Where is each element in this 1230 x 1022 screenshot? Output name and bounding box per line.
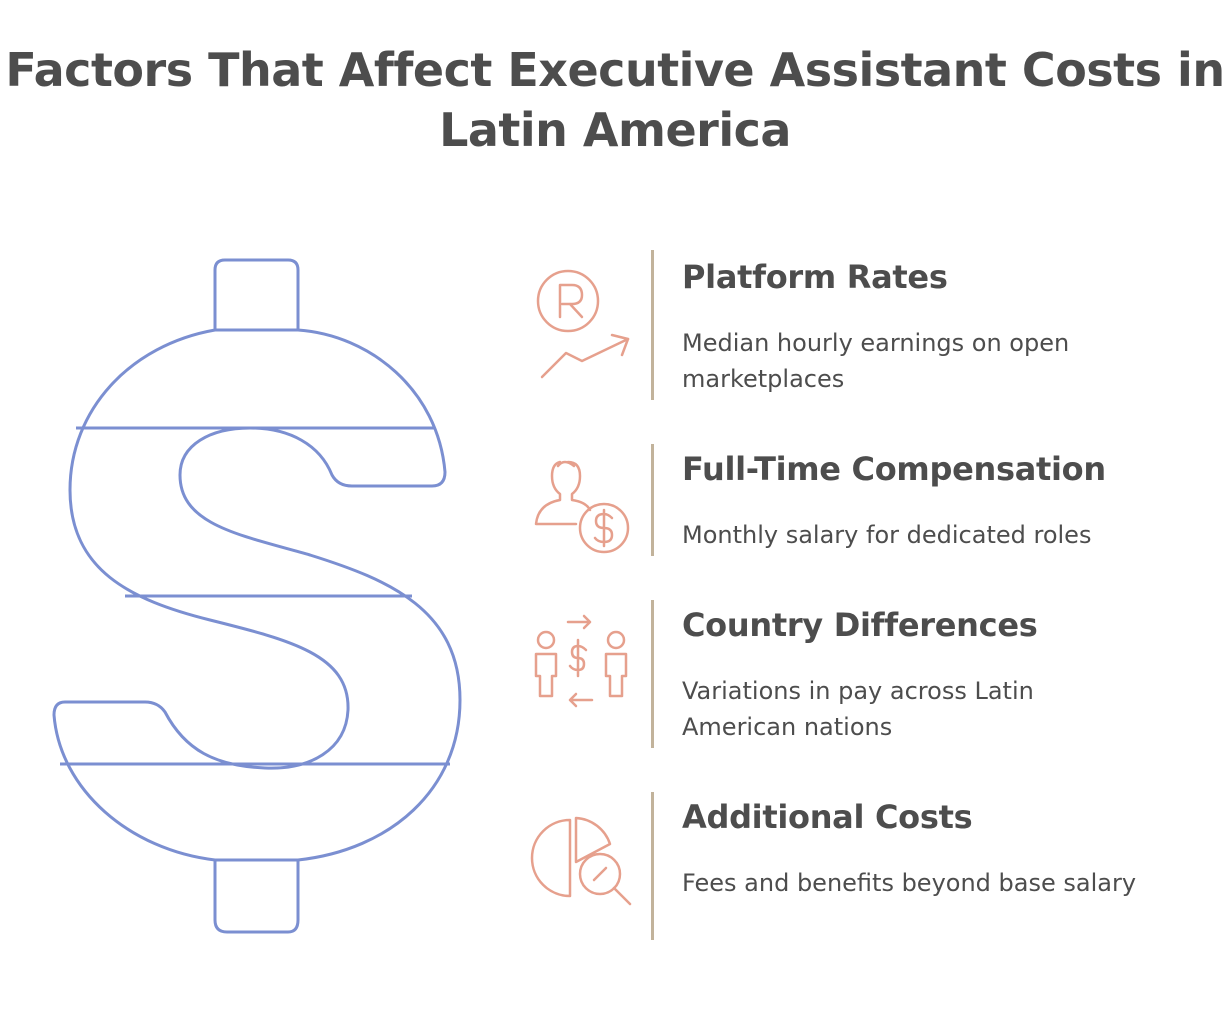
- factor-heading: Country Differences: [682, 606, 1038, 644]
- people-exchange-money-icon: [534, 614, 628, 708]
- divider: [651, 250, 654, 400]
- divider: [651, 792, 654, 940]
- divider: [651, 600, 654, 748]
- page-title: Factors That Affect Executive Assistant …: [5, 43, 1225, 157]
- factor-description: Monthly salary for dedicated roles: [682, 521, 1092, 549]
- factor-heading: Platform Rates: [682, 258, 948, 296]
- factor-country-differences: Country Differences Variations in pay ac…: [520, 600, 1200, 748]
- factor-description: Median hourly earnings on open marketpla…: [682, 329, 1070, 393]
- pie-chart-search-icon: [530, 816, 632, 906]
- factor-heading: Full-Time Compensation: [682, 450, 1106, 488]
- factor-platform-rates: Platform Rates Median hourly earnings on…: [520, 250, 1200, 400]
- dollar-sign-icon: [52, 258, 462, 934]
- factor-description: Variations in pay across Latin American …: [682, 677, 1034, 741]
- factor-description: Fees and benefits beyond base salary: [682, 869, 1137, 897]
- person-salary-icon: [534, 460, 630, 554]
- factor-heading: Additional Costs: [682, 798, 973, 836]
- factor-full-time-compensation: Full-Time Compensation Monthly salary fo…: [520, 444, 1200, 556]
- divider: [651, 444, 654, 556]
- rupee-coin-growth-icon: [536, 269, 630, 379]
- factor-additional-costs: Additional Costs Fees and benefits beyon…: [520, 792, 1200, 940]
